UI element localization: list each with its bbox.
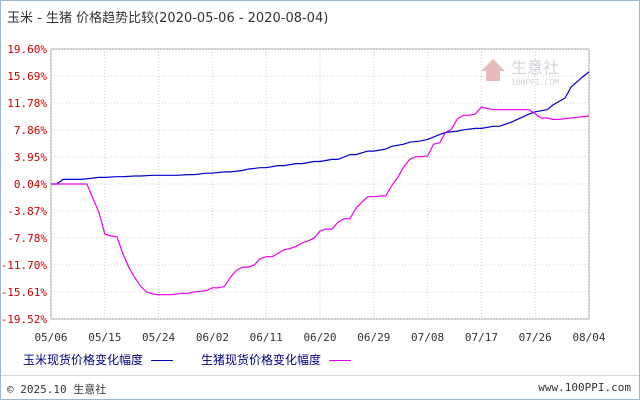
footer-divider: [1, 375, 639, 376]
y-tick-label: 19.60%: [7, 43, 47, 56]
y-tick-label: 7.86%: [14, 124, 47, 137]
y-tick-label: 3.95%: [14, 151, 47, 164]
x-tick-label: 06/20: [303, 331, 336, 344]
y-tick-label: -11.70%: [1, 259, 47, 272]
y-tick-label: 11.78%: [7, 97, 47, 110]
x-tick-label: 08/04: [572, 331, 605, 344]
footer-copyright: © 2025.10 生意社: [7, 383, 107, 396]
legend-item-corn: 玉米现货价格变化幅度: [23, 351, 174, 368]
y-tick-label: -19.52%: [1, 313, 47, 326]
x-tick-label: 05/15: [88, 331, 121, 344]
legend-label-hog: 生猪现货价格变化幅度: [201, 353, 322, 367]
series-line-hog: [51, 106, 590, 296]
watermark-logo: 生意社 100PPI.COM: [481, 58, 559, 87]
y-tick-label: -7.78%: [7, 232, 47, 245]
x-tick-label: 06/02: [196, 331, 229, 344]
x-tick-label: 05/06: [34, 331, 67, 344]
y-tick-label: 0.04%: [14, 178, 47, 191]
x-tick-label: 07/08: [411, 331, 444, 344]
y-tick-label: -15.61%: [1, 286, 47, 299]
axes: 19.60% 15.69% 11.78% 7.86% 3.95% 0.04% -3.87% -…: [1, 43, 606, 344]
legend-swatch-hog: [329, 360, 352, 361]
y-tick-label: -3.87%: [7, 205, 47, 218]
series: [51, 71, 590, 296]
x-tick-label: 06/29: [357, 331, 390, 344]
x-tick-label: 07/26: [519, 331, 552, 344]
x-tick-label: 06/11: [250, 331, 283, 344]
grid: [50, 48, 590, 320]
legend-swatch-corn: [151, 360, 174, 361]
legend-label-corn: 玉米现货价格变化幅度: [23, 353, 144, 367]
footer-site-link[interactable]: www.100PPI.com: [538, 381, 631, 394]
series-line-corn: [51, 71, 590, 185]
chart-title: 玉米 - 生猪 价格趋势比较(2020-05-06 - 2020-08-04): [7, 11, 329, 26]
y-tick-label: 15.69%: [7, 70, 47, 83]
x-tick-label: 05/24: [142, 331, 175, 344]
legend-item-hog: 生猪现货价格变化幅度: [201, 351, 352, 368]
x-tick-label: 07/17: [465, 331, 498, 344]
